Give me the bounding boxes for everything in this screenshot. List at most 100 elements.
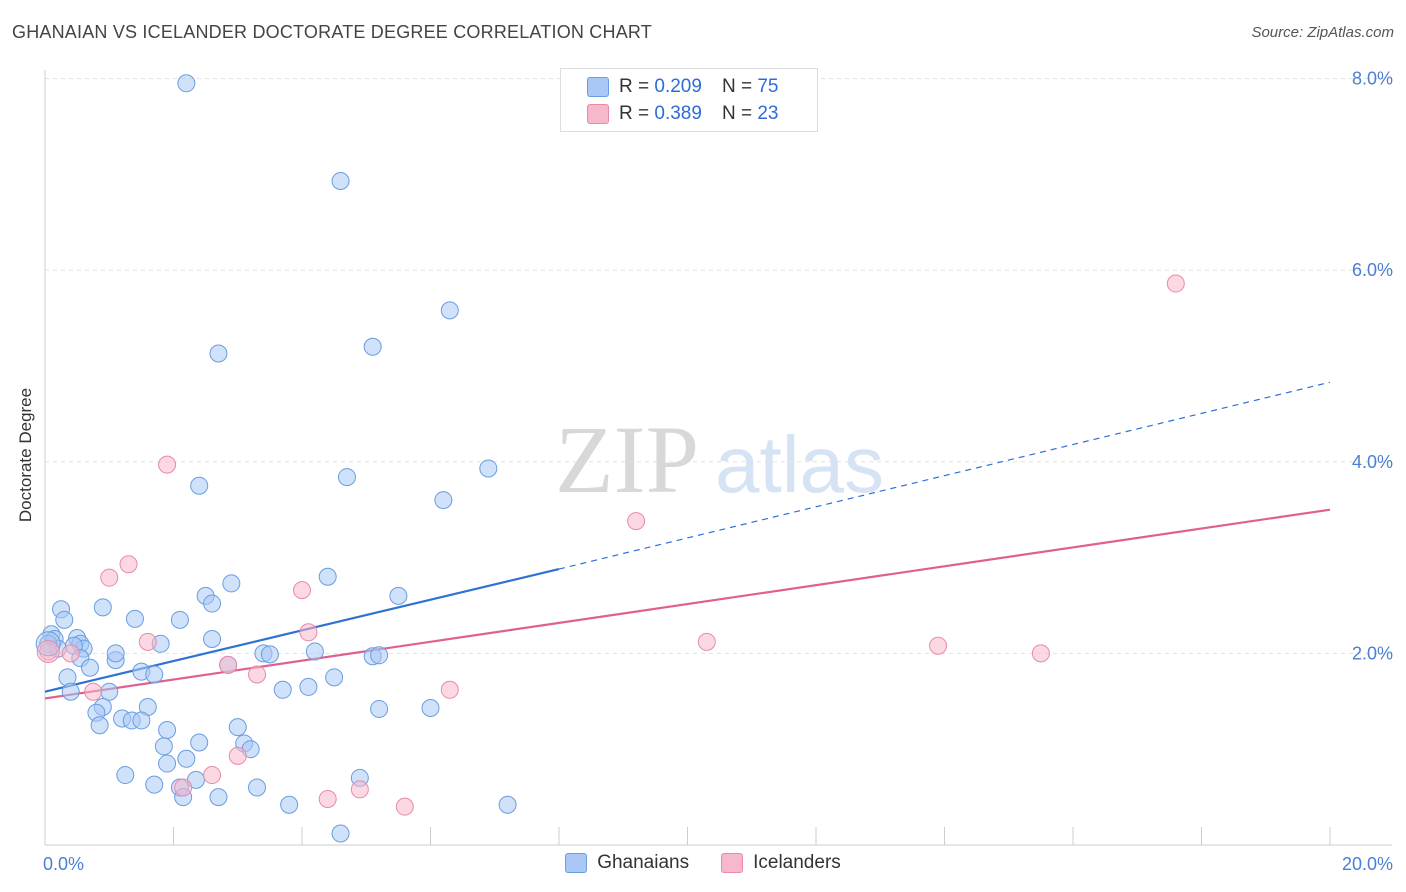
ghanaian-point xyxy=(273,680,292,699)
y-tick-label: 4.0% xyxy=(1352,452,1393,472)
icelander-cluster-point xyxy=(36,639,60,663)
ghanaian-point xyxy=(479,459,498,478)
legend-n-value: 23 xyxy=(757,103,779,124)
legend-r-value: 0.209 xyxy=(654,76,702,97)
ghanaian-point xyxy=(337,468,356,487)
ghanaian-point xyxy=(132,711,151,730)
ghanaian-point xyxy=(203,594,222,613)
ghanaian-point xyxy=(125,609,144,628)
icelander-point xyxy=(203,766,222,785)
legend-row-ghanaians: R = 0.209 N = 75 xyxy=(587,75,778,99)
ghanaian-point xyxy=(363,337,382,356)
icelander-point xyxy=(138,632,157,651)
ghanaian-point xyxy=(177,74,196,93)
ghanaian-point xyxy=(55,610,74,629)
icelander-point xyxy=(119,555,138,574)
axes xyxy=(44,70,1392,846)
ghanaian-point xyxy=(209,344,228,363)
ghanaian-point xyxy=(100,682,119,701)
ghanaian-point xyxy=(228,718,247,737)
ghanaian-point xyxy=(80,658,99,677)
legend: R = 0.209 N = 75 R = 0.389 N = 23 xyxy=(560,68,818,132)
icelander-point xyxy=(228,746,247,765)
icelander-point xyxy=(219,655,238,674)
ghanaian-point xyxy=(331,172,350,191)
icelander-point xyxy=(1166,274,1185,293)
legend-r-label: R = xyxy=(619,76,650,97)
x-tick-label-max: 20.0% xyxy=(1342,854,1393,874)
legend-n-label: N = xyxy=(721,76,753,97)
series-legend-icelanders: Icelanders xyxy=(721,852,841,874)
series-swatch-pink xyxy=(721,853,744,873)
icelander-point xyxy=(61,644,80,663)
series-swatch-blue xyxy=(565,853,588,873)
ghanaian-point xyxy=(190,733,209,752)
icelander-point xyxy=(395,797,414,816)
ghanaian-point xyxy=(93,598,112,617)
ghanaian-point xyxy=(421,698,440,717)
legend-r-value: 0.389 xyxy=(654,103,702,124)
y-tick-label: 2.0% xyxy=(1352,643,1393,663)
icelander-point xyxy=(627,512,646,531)
ghanaian-point xyxy=(370,699,389,718)
icelander-point xyxy=(84,682,103,701)
ghanaian-point xyxy=(248,778,267,797)
x-tick-label-min: 0.0% xyxy=(43,854,84,874)
icelander-point xyxy=(248,665,267,684)
icelander-point xyxy=(158,455,177,474)
icelander-point xyxy=(299,623,318,642)
ghanaian-point xyxy=(158,754,177,773)
watermark-zip: ZIP xyxy=(555,406,699,513)
data-points xyxy=(35,74,1185,843)
icelander-point xyxy=(100,568,119,587)
ghanaian-point xyxy=(145,665,164,684)
ghanaian-point xyxy=(331,824,350,843)
ghanaian-point xyxy=(222,574,241,593)
ghanaian-cluster-point xyxy=(35,631,61,657)
icelander-point xyxy=(350,780,369,799)
legend-swatch-pink xyxy=(587,104,609,124)
ghanaian-point xyxy=(305,642,324,661)
series-legend-ghanaians: Ghanaians xyxy=(565,852,689,874)
ghanaian-trend-extension xyxy=(558,381,1331,570)
ghanaian-point xyxy=(158,721,177,740)
ghanaian-point xyxy=(61,682,80,701)
ghanaian-point xyxy=(370,646,389,665)
icelander-point xyxy=(318,790,337,809)
ghanaian-point xyxy=(498,795,517,814)
ghanaian-point xyxy=(203,630,222,649)
ghanaian-point xyxy=(145,775,164,794)
ghanaian-point xyxy=(389,586,408,605)
grid-lines xyxy=(45,78,1392,654)
y-tick-label: 6.0% xyxy=(1352,260,1393,280)
icelander-point xyxy=(929,636,948,655)
legend-r-label: R = xyxy=(619,103,650,124)
y-tick-label: 8.0% xyxy=(1352,69,1393,89)
ghanaian-point xyxy=(434,491,453,510)
ghanaian-point xyxy=(170,610,189,629)
legend-n-label: N = xyxy=(721,103,753,124)
series-label-ghanaians: Ghanaians xyxy=(597,852,690,873)
ghanaian-point xyxy=(299,677,318,696)
legend-swatch-blue xyxy=(587,77,609,97)
ghanaian-point xyxy=(440,301,459,320)
ghanaian-point xyxy=(106,644,125,663)
watermark-atlas: atlas xyxy=(715,420,884,509)
icelander-point xyxy=(39,642,58,661)
legend-row-icelanders: R = 0.389 N = 23 xyxy=(587,102,778,126)
ghanaian-point xyxy=(260,645,279,664)
icelander-point xyxy=(697,632,716,651)
series-label-icelanders: Icelanders xyxy=(753,852,841,873)
tick-labels: 2.0% 4.0% 6.0% 8.0% 0.0% 20.0% xyxy=(43,69,1393,875)
source-label: Source: ZipAtlas.com xyxy=(1251,24,1394,41)
icelander-point xyxy=(440,680,459,699)
ghanaian-point xyxy=(177,749,196,768)
ghanaian-point xyxy=(325,668,344,687)
ghanaian-point xyxy=(154,737,173,756)
icelander-point xyxy=(293,581,311,600)
ghanaian-point xyxy=(318,567,337,586)
legend-n-value: 75 xyxy=(757,76,779,97)
series-legend: Ghanaians Icelanders xyxy=(0,852,1406,874)
ghanaian-point xyxy=(280,795,299,814)
